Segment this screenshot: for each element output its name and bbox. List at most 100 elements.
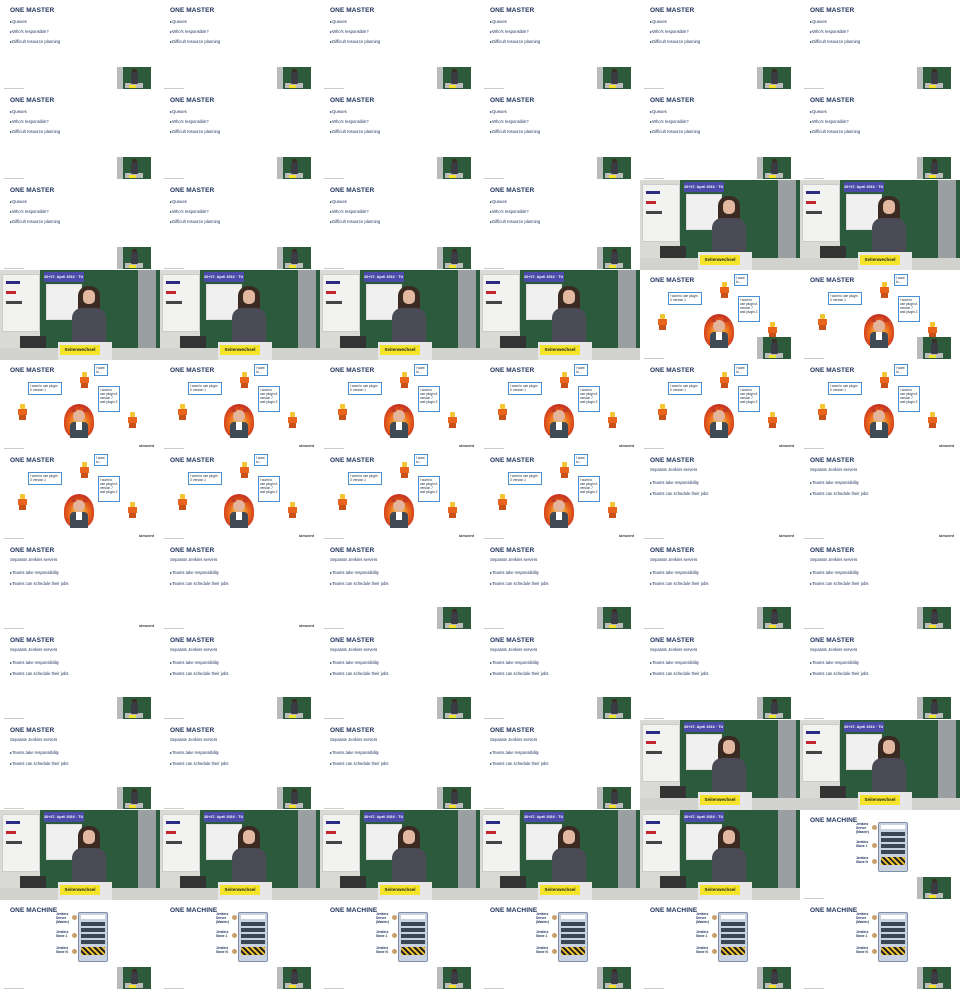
thumbnail-tile[interactable]: ONE MASTER Separate Jenkins servers Teams … [160,720,320,810]
thumbnail-tile[interactable]: ONE MASTER Separate Jenkins servers Teams … [480,720,640,810]
thumbnail-tile[interactable]: ONE MASTER I want to use plugin X version… [800,270,960,360]
thumbnail-tile[interactable]: ONE MASTER Separate Jenkins servers Teams … [800,450,960,540]
thumbnail-tile[interactable]: 26+27. April 2016 · TU Graz Seitenwechsel [800,180,960,270]
thumbnail-tile[interactable]: ONE MASTER Separate Jenkins servers Teams … [0,720,160,810]
jenkins-bow [236,512,242,520]
bullet-item: Teams take responsibility [650,567,708,578]
sign-shape [129,175,136,178]
thumbnail-tile[interactable]: ONE MASTER QueuesWho's responsible?Diffic… [480,0,640,90]
sign-shape [609,85,616,88]
thumbnail-tile[interactable]: ONE MASTER Separate Jenkins servers Teams … [320,630,480,720]
speaker-body [392,848,426,888]
thumbnail-tile[interactable]: ONE MACHINE Jenkins Server (Master) Jenkin… [320,900,480,990]
thumbnail-tile[interactable]: ONE MASTER Separate Jenkins servers Teams … [800,630,960,720]
slide-title: ONE MASTER [490,7,535,14]
thumbnail-tile[interactable]: ONE MASTER QueuesWho's responsible?Diffic… [480,180,640,270]
thumbnail-tile[interactable]: ONE MASTER QueuesWho's responsible?Diffic… [320,90,480,180]
thumbnail-tile[interactable]: ONE MASTER QueuesWho's responsible?Diffic… [640,90,800,180]
thumbnail-tile[interactable]: ONE MASTER QueuesWho's responsible?Diffic… [160,180,320,270]
thumbnail-tile[interactable]: ONE MASTER QueuesWho's responsible?Diffic… [800,90,960,180]
jenkins-bow [76,422,82,430]
lego-figure [338,404,347,420]
thumbnail-tile[interactable]: 26+27. April 2016 · TU Graz Seitenwechsel [0,810,160,900]
thumbnail-tile[interactable]: ONE MASTER QueuesWho's responsible?Diffic… [160,0,320,90]
thumbnail-tile[interactable]: 26+27. April 2016 · TU Graz Seitenwechsel [320,810,480,900]
footer-line [164,988,184,989]
thumbnail-tile[interactable]: 26+27. April 2016 · TU Graz Seitenwechsel [0,270,160,360]
thumbnail-tile[interactable]: 26+27. April 2016 · TU Graz Seitenwechsel [800,720,960,810]
thumbnail-tile[interactable]: ONE MASTER Separate Jenkins servers Teams … [320,720,480,810]
jenkins-bow [876,332,882,340]
footer-line [644,358,664,359]
thumbnail-tile[interactable]: ONE MASTER Separate Jenkins servers Teams … [0,630,160,720]
thumbnail-tile[interactable]: ONE MASTER Separate Jenkins servers Teams … [160,630,320,720]
thumbnail-tile[interactable]: 26+27. April 2016 · TU Graz Seitenwechsel [480,270,640,360]
thumbnail-tile[interactable]: ONE MASTER QueuesWho's responsible?Diffic… [0,0,160,90]
thumbnail-tile[interactable]: ONE MASTER I want to use plugin X version… [640,360,800,450]
speaker-video-pip [757,67,791,89]
thumbnail-tile[interactable]: ONE MASTER QueuesWho's responsible?Diffic… [160,90,320,180]
thumbnail-tile[interactable]: ONE MASTER Separate Jenkins servers Teams … [800,540,960,630]
slide-title: ONE MASTER [650,637,695,644]
thumbnail-tile[interactable]: ONE MASTER I want to use plugin X version… [320,450,480,540]
thumbnail-tile[interactable]: ONE MACHINE Jenkins Server (Master) Jenkin… [480,900,640,990]
thumbnail-tile[interactable]: ONE MASTER QueuesWho's responsible?Diffic… [640,0,800,90]
thumbnail-tile[interactable]: ONE MACHINE Jenkins Server (Master) Jenkin… [800,900,960,990]
bullet-item: Who's responsible? [170,207,220,217]
thumbnail-tile[interactable]: ONE MASTER QueuesWho's responsible?Diffic… [0,90,160,180]
figure-legs [721,293,728,298]
thumbnail-tile[interactable]: ONE MACHINE Jenkins Server (Master) Jenkin… [0,900,160,990]
thumbnail-tile[interactable]: ONE MASTER QueuesWho's responsible?Diffic… [320,180,480,270]
thumbnail-tile[interactable]: 26+27. April 2016 · TU Graz Seitenwechsel [640,180,800,270]
thumbnail-tile[interactable]: ONE MASTER Separate Jenkins servers Teams … [320,540,480,630]
thumbnail-tile[interactable]: 26+27. April 2016 · TU Graz Seitenwechsel [320,270,480,360]
server-part [401,915,425,919]
server-part [721,922,745,926]
thumbnail-tile[interactable]: 26+27. April 2016 · TU Graz Seitenwechsel [640,810,800,900]
thumbnail-tile[interactable]: ONE MASTER Separate Jenkins servers Teams … [160,540,320,630]
figure-head [290,502,295,507]
thumbnail-tile[interactable]: 26+27. April 2016 · TU Graz Seitenwechsel [160,810,320,900]
thumbnail-tile[interactable]: ONE MASTER QueuesWho's responsible?Diffic… [0,180,160,270]
jenkins-coat [870,422,888,438]
server-icon [78,912,108,962]
thumbnail-tile[interactable]: ONE MASTER Separate Jenkins servers Teams … [480,540,640,630]
thumbnail-tile[interactable]: ONE MASTER Separate Jenkins servers Teams … [480,630,640,720]
slide-title: ONE MASTER [330,727,375,734]
thumbnail-tile[interactable]: ONE MASTER I want to use plugin X version… [0,360,160,450]
thumbnail-tile[interactable]: ONE MASTER QueuesWho's responsible?Diffic… [800,0,960,90]
jenkins-horn1 [551,406,556,412]
thumbnail-tile[interactable]: ONE MASTER Separate Jenkins servers Teams … [0,540,160,630]
bullet-item: Who's responsible? [810,27,860,37]
thumbnail-tile[interactable]: ONE MASTER QueuesWho's responsible?Diffic… [480,90,640,180]
speaker-face [723,830,735,844]
figure-head [340,404,345,409]
thumbnail-tile[interactable]: ONE MASTER I want to use plugin X version… [160,450,320,540]
thumbnail-tile[interactable]: ONE MASTER I want to use plugin X version… [640,270,800,360]
thumbnail-tile[interactable]: ONE MASTER Separate Jenkins servers Teams … [640,540,800,630]
thumbnail-tile[interactable]: ONE MASTER I want to use plugin X version… [800,360,960,450]
thumbnail-tile[interactable]: ONE MASTER Separate Jenkins servers Teams … [640,450,800,540]
thumbnail-tile[interactable]: ONE MASTER I want to use plugin X version… [320,360,480,450]
thumbnail-tile[interactable]: ONE MASTER I want to use plugin X version… [480,450,640,540]
thumbnail-tile[interactable]: 26+27. April 2016 · TU Graz Seitenwechsel [160,270,320,360]
bullet-list: Teams take responsibilityTeams can sched… [330,747,388,769]
thumbnail-tile[interactable]: 26+27. April 2016 · TU Graz Seitenwechsel [640,720,800,810]
speech-bubble: I want to use plugin X version 1 [828,382,862,395]
thumbnail-tile[interactable]: ONE MACHINE Jenkins Server (Master) Jenkin… [640,900,800,990]
thumbnail-tile[interactable]: ONE MASTER I want to use plugin X version… [0,450,160,540]
thumbnail-tile[interactable]: 26+27. April 2016 · TU Graz Seitenwechsel [480,810,640,900]
thumbnail-tile[interactable]: ONE MACHINE Jenkins Server (Master) Jenkin… [160,900,320,990]
bullet-item: Teams take responsibility [810,657,868,668]
thumbnail-tile[interactable]: ONE MASTER I want to use plugin X version… [160,360,320,450]
figure-head [242,372,247,377]
jenkins-horn2 [563,406,568,412]
bullet-item: Teams can schedule their jobs [490,758,548,769]
thumbnail-tile[interactable]: ONE MASTER QueuesWho's responsible?Diffic… [320,0,480,90]
thumbnail-tile[interactable]: ONE MASTER Separate Jenkins servers Teams … [640,630,800,720]
footer-line [644,538,664,539]
figure-legs [129,423,136,428]
event-banner: 26+27. April 2016 · TU Graz [44,272,84,282]
thumbnail-tile[interactable]: ONE MASTER I want to use plugin X version… [480,360,640,450]
thumbnail-tile[interactable]: ONE MACHINE Jenkins Server (Master) Jenkin… [800,810,960,900]
